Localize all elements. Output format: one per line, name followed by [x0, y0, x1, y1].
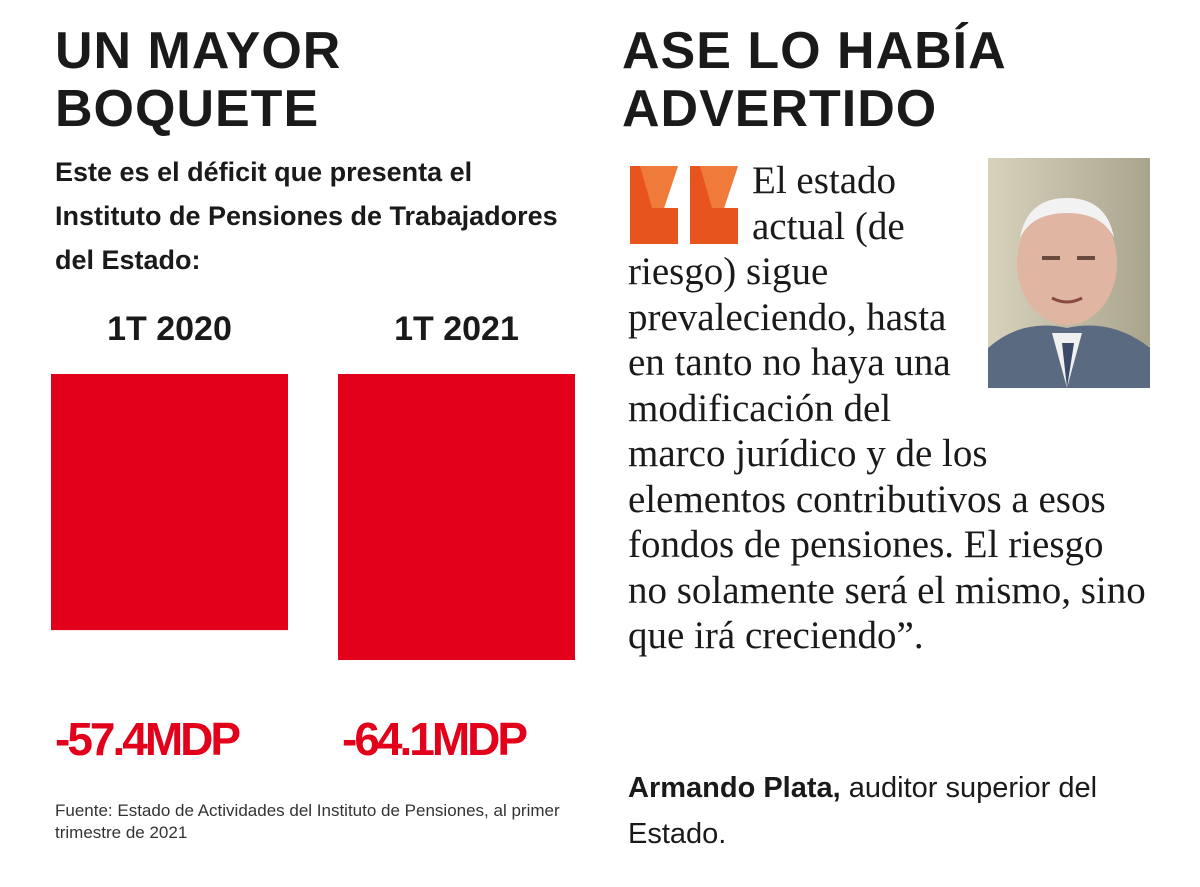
source-note: Fuente: Estado de Actividades del Instit… [55, 801, 560, 842]
quote-mark [630, 166, 738, 244]
quote-text: El estado actual (de riesgo) sigue preva… [628, 159, 1146, 657]
value-label: -64.1MDP [342, 713, 527, 765]
chart-title: UN MAYOR BOQUETE [55, 22, 342, 138]
value-label: -57.4MDP [55, 713, 240, 765]
chart: 1T 2020 -57.4MDP 1T 2021 -64.1MDP [51, 310, 575, 765]
category-label: 1T 2020 [107, 310, 232, 348]
category-label: 1T 2021 [394, 310, 519, 348]
quote-block: El estado actual (de riesgo) sigue preva… [628, 158, 1150, 659]
bar [51, 374, 288, 631]
quote-attribution: Armando Plata, auditor superior del Esta… [628, 765, 1150, 857]
author-role: auditor superior del Estado. [628, 772, 1098, 850]
quote-title: ASE LO HABÍA ADVERTIDO [622, 22, 1005, 138]
chart-subtitle: Este es el déficit que presenta el Insti… [55, 157, 558, 275]
bar [338, 374, 575, 660]
portrait-photo [988, 158, 1150, 388]
author-name: Armando Plata, [628, 772, 841, 804]
